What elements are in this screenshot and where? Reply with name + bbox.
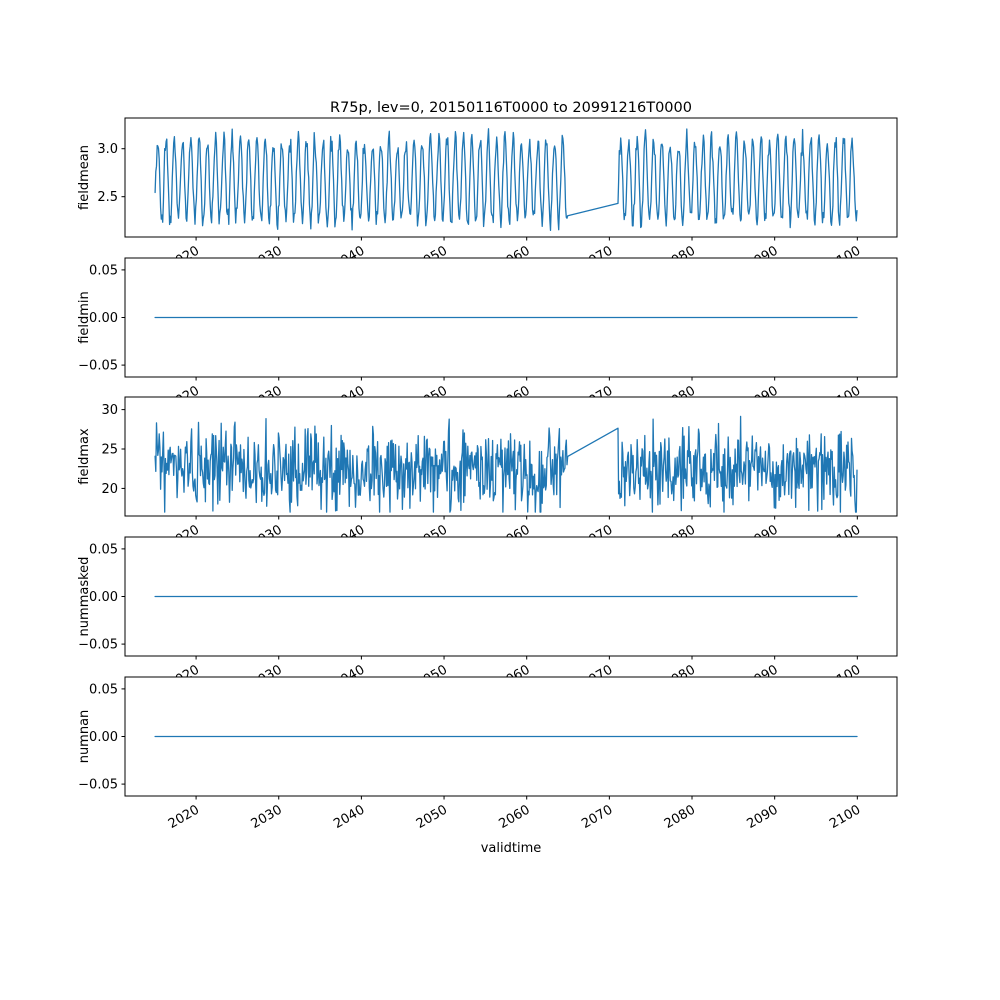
y-tick-label: −0.05	[78, 638, 118, 653]
x-tick-label: 2100	[827, 802, 863, 832]
x-ticks: 2020 2030 2040 2050 2060 2070 2080 2090 2100	[166, 796, 863, 832]
y-tick-label: 0.00	[89, 590, 118, 605]
y-tick-label: 0.00	[89, 311, 118, 326]
chart-title: R75p, lev=0, 20150116T0000 to 20991216T0…	[330, 100, 692, 116]
y-tick-label: 0.05	[89, 263, 118, 278]
ylabel-fieldmin: fieldmin	[77, 291, 92, 344]
y-ticks: −0.05 0.00 0.05	[78, 542, 125, 653]
y-tick-label: 25	[101, 443, 118, 458]
x-tick-label: 2060	[497, 802, 533, 832]
y-tick-label: 0.00	[89, 730, 118, 745]
subplot-fieldmean: 2.53.0fieldmean2020203020402050206020702…	[77, 117, 898, 273]
x-tick-label: 2050	[414, 802, 450, 832]
ylabel-nummasked: nummasked	[77, 557, 92, 637]
subplot-fieldmax: 202530fieldmax20202030204020502060207020…	[77, 396, 898, 552]
ylabel-fieldmax: fieldmax	[77, 428, 92, 485]
y-tick-label: −0.05	[78, 359, 118, 374]
y-tick-label: 0.05	[89, 542, 118, 557]
y-tick-label: −0.05	[78, 778, 118, 793]
xlabel: validtime	[481, 841, 542, 856]
series-line-fieldmax	[154, 415, 858, 513]
ylabel-fieldmean: fieldmean	[77, 145, 92, 210]
x-tick-label: 2080	[662, 802, 698, 832]
y-tick-label: 3.0	[97, 142, 118, 157]
series-line-fieldmean	[154, 128, 858, 231]
y-tick-label: 0.05	[89, 682, 118, 697]
x-tick-label: 2090	[745, 802, 781, 832]
subplot-nummasked: −0.050.000.05nummasked202020302040205020…	[77, 536, 898, 692]
y-ticks: 20 25 30	[101, 403, 125, 497]
y-ticks: −0.05 0.00 0.05	[78, 263, 125, 374]
subplot-fieldmin: −0.050.000.05fieldmin2020203020402050206…	[77, 257, 898, 413]
y-ticks: −0.05 0.00 0.05	[78, 682, 125, 793]
x-tick-label: 2030	[249, 802, 285, 832]
x-tick-label: 2070	[579, 802, 615, 832]
y-tick-label: 2.5	[97, 190, 118, 205]
x-tick-label: 2040	[331, 802, 367, 832]
x-tick-label: 2020	[166, 802, 202, 832]
y-tick-label: 30	[101, 403, 118, 418]
y-ticks: 2.5 3.0	[97, 142, 125, 205]
ylabel-numnan: numnan	[77, 710, 92, 764]
y-tick-label: 20	[101, 482, 118, 497]
